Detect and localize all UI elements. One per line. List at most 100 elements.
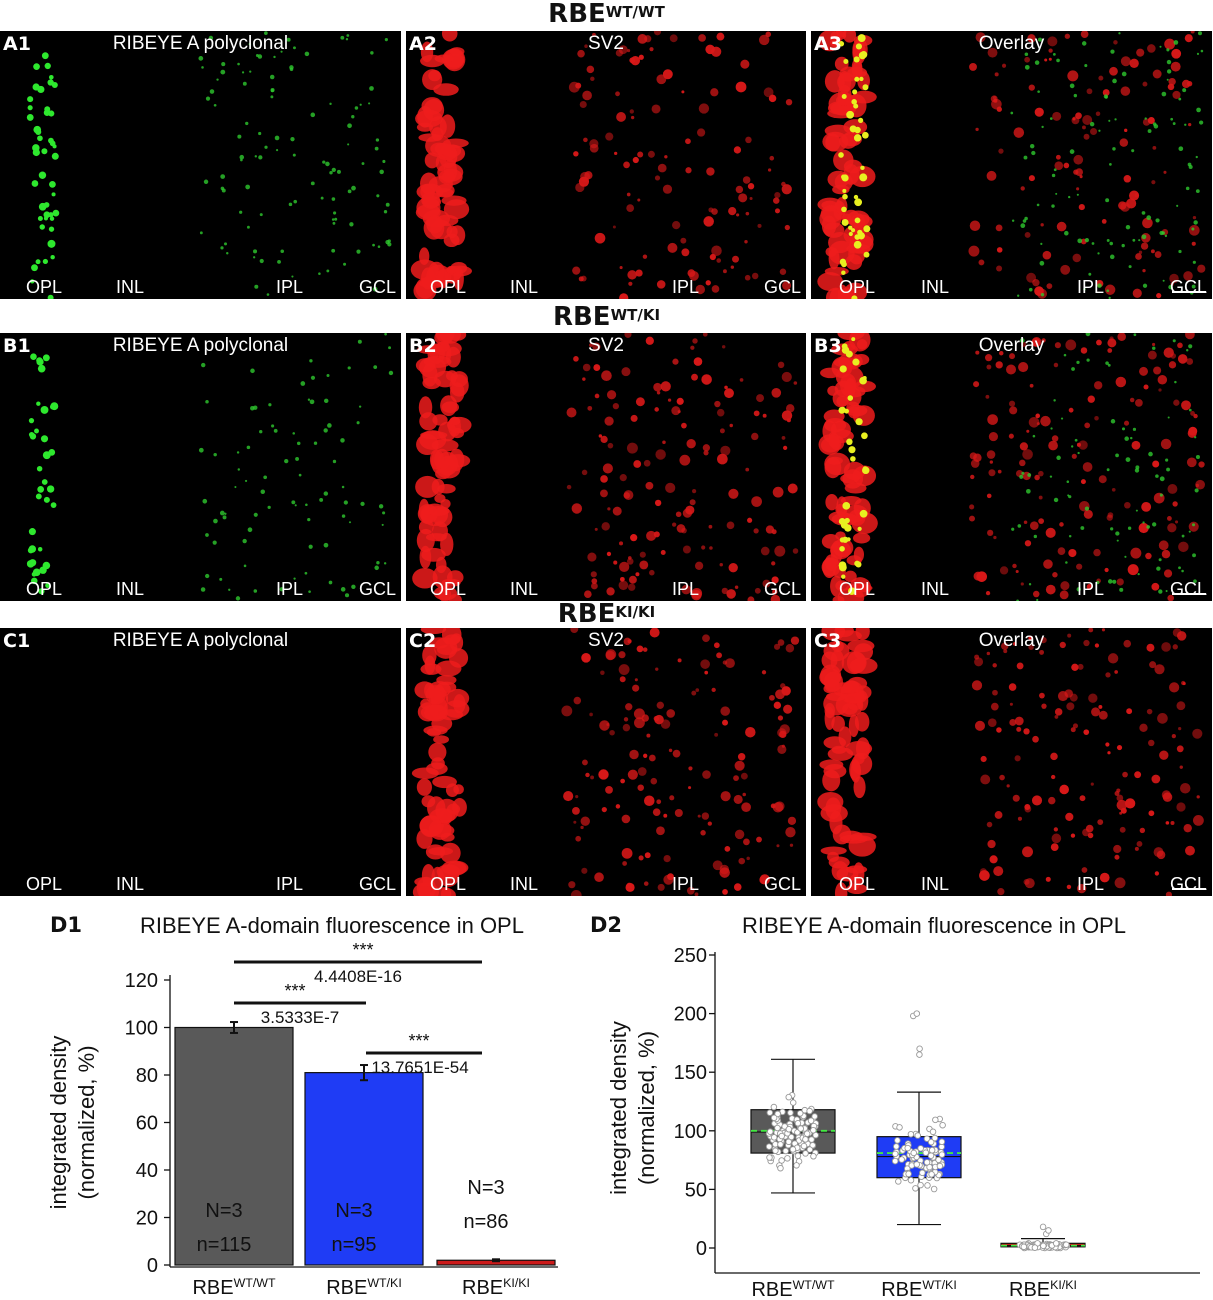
panel-title: RIBEYE A polyclonal	[112, 33, 289, 54]
data-point	[796, 1110, 804, 1117]
x-category-label: RBEKI/KI	[1009, 1278, 1077, 1300]
panel-label: A2	[409, 33, 437, 55]
scale-bar	[1172, 593, 1206, 595]
data-point	[797, 1125, 804, 1132]
data-point	[785, 1138, 792, 1146]
fluorescence-image	[411, 628, 800, 896]
micrograph-panel-a1: A1 RIBEYE A polyclonal OPL INL IPL GCL	[0, 31, 401, 299]
layer-label-opl: OPL	[26, 277, 63, 297]
fluorescence-image	[0, 628, 401, 896]
y-tick-label: 100	[125, 1018, 158, 1040]
data-point	[787, 1109, 794, 1117]
y-axis-label: (normalized, %)	[634, 1031, 659, 1185]
layer-label-inl: INL	[510, 579, 539, 599]
data-point	[891, 1150, 899, 1158]
data-point	[770, 1134, 778, 1141]
layer-label-gcl: GCL	[1169, 277, 1207, 297]
data-point	[923, 1159, 931, 1166]
n-label: n=86	[463, 1211, 508, 1233]
x-category-label: RBEKI/KI	[462, 1276, 530, 1299]
data-point	[789, 1099, 797, 1106]
p-value-label: 3.5333E-7	[261, 1008, 339, 1027]
data-point	[938, 1138, 946, 1146]
data-point	[811, 1113, 818, 1120]
data-point	[770, 1114, 778, 1122]
panel-title: RIBEYE A polyclonal	[112, 335, 289, 356]
data-point	[794, 1120, 802, 1127]
micrograph-panel-a2: A2 SV2 OPL INL IPL GCL	[406, 31, 806, 299]
y-tick-label: 120	[125, 970, 158, 992]
data-point	[807, 1117, 815, 1124]
fluorescence-image	[26, 31, 392, 299]
data-point	[935, 1156, 942, 1164]
data-point	[802, 1136, 809, 1143]
data-point	[919, 1169, 926, 1177]
panel-label-d2: D2	[590, 913, 623, 937]
layer-label-ipl: IPL	[1077, 579, 1105, 599]
data-point	[793, 1162, 800, 1169]
significance-stars: ***	[408, 1031, 429, 1051]
data-point	[913, 1161, 921, 1168]
data-point	[802, 1150, 809, 1157]
data-point	[785, 1126, 793, 1133]
fluorescence-image	[817, 628, 1204, 896]
data-point	[777, 1164, 784, 1172]
panel-label: C3	[814, 630, 842, 652]
micrograph-panel-c2: C2 SV2 OPL INL IPL GCL	[406, 628, 806, 896]
scale-bar	[1172, 888, 1206, 890]
data-point	[810, 1153, 817, 1160]
data-point	[905, 1170, 912, 1178]
micrograph-panel-c1: C1 RIBEYE A polyclonal OPL INL IPL GCL	[0, 628, 401, 896]
y-tick-label: 80	[136, 1065, 158, 1087]
fluorescence-image	[26, 333, 394, 601]
data-point	[917, 1145, 924, 1152]
layer-label-opl: OPL	[26, 874, 63, 894]
fluorescence-image	[817, 31, 1206, 299]
panel-label-d1: D1	[50, 913, 83, 937]
y-tick-label: 200	[674, 1004, 707, 1026]
data-point	[1063, 1241, 1070, 1248]
data-point	[777, 1141, 784, 1148]
layer-label-gcl: GCL	[763, 579, 801, 599]
panel-title: SV2	[588, 335, 624, 356]
layer-label-inl: INL	[116, 874, 145, 894]
row-title-ki-ki: RBEKI/KI	[557, 599, 656, 629]
panel-label: A3	[814, 33, 842, 55]
panel-label: C2	[409, 630, 437, 652]
panel-label: C1	[3, 630, 31, 652]
layer-label-ipl: IPL	[672, 579, 700, 599]
panel-label: A1	[3, 33, 31, 55]
y-tick-label: 0	[147, 1255, 158, 1277]
data-point	[770, 1103, 778, 1111]
data-point	[1052, 1240, 1060, 1247]
data-point	[767, 1128, 774, 1135]
micrograph-panel-b3: B3 Overlay OPL INL IPL GCL	[811, 333, 1212, 601]
data-point	[1031, 1244, 1039, 1251]
bar-chart-d1: integrated density (normalized, %) 0 20 40 60…	[46, 940, 558, 1299]
outlier-point	[1045, 1227, 1052, 1234]
data-point	[891, 1157, 899, 1165]
significance-stars: ***	[284, 981, 305, 1001]
data-point	[914, 1132, 921, 1139]
layer-label-gcl: GCL	[1169, 579, 1207, 599]
data-point	[927, 1152, 935, 1159]
bar	[174, 1026, 294, 1266]
N-label: N=3	[205, 1200, 242, 1222]
x-category-label: RBEWT/WT	[751, 1278, 835, 1300]
fluorescence-image	[410, 31, 793, 299]
outlier-point	[916, 1045, 923, 1053]
y-tick-label: 150	[674, 1062, 707, 1084]
layer-label-gcl: GCL	[763, 874, 801, 894]
data-point	[774, 1124, 781, 1132]
layer-label-gcl: GCL	[763, 277, 801, 297]
data-point	[895, 1178, 902, 1185]
x-category-label: RBEWT/KI	[881, 1278, 957, 1300]
y-tick-label: 100	[674, 1121, 707, 1143]
data-point	[893, 1143, 900, 1150]
data-point	[794, 1152, 802, 1160]
data-point	[917, 1181, 924, 1189]
data-point	[806, 1146, 814, 1153]
data-point	[774, 1110, 781, 1118]
layer-label-inl: INL	[921, 874, 950, 894]
layer-label-ipl: IPL	[672, 277, 700, 297]
